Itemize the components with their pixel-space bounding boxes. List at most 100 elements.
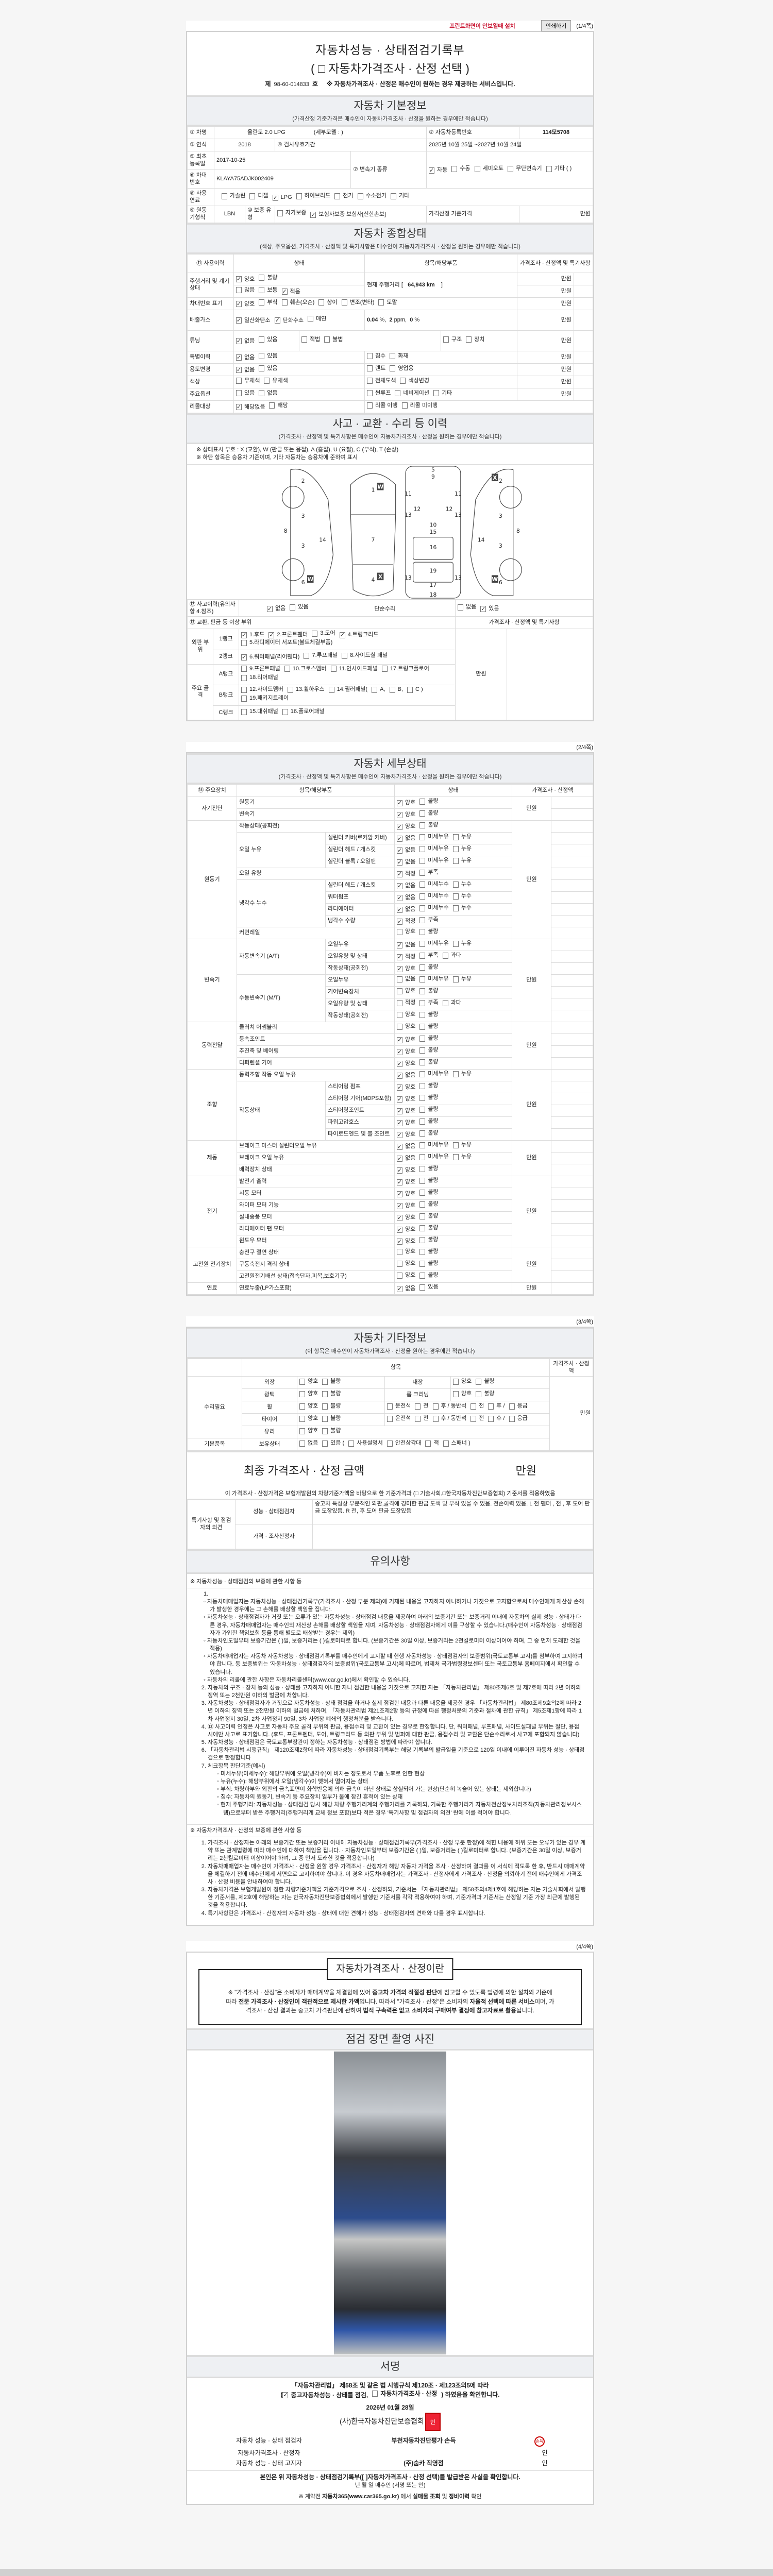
checkbox-icon[interactable] [277,210,283,216]
checkbox-option[interactable]: 없음 [397,1072,415,1079]
checkbox-option[interactable]: 누유 [452,940,472,947]
checkbox-icon[interactable] [304,653,310,659]
checkbox-option[interactable]: 불량 [419,1272,439,1279]
checkbox-option[interactable]: 5.라디에이터 서포트(볼트체결부품) [241,639,332,647]
checkbox-icon[interactable] [397,836,402,842]
checkbox-option[interactable]: 없음 [397,906,415,913]
checkbox-icon[interactable] [419,941,426,947]
checkbox-option[interactable]: 불량 [322,1415,341,1422]
checkbox-icon[interactable] [397,1203,402,1210]
checkbox-icon[interactable] [397,1239,402,1245]
checkbox-icon[interactable] [452,834,459,841]
checkbox-icon[interactable] [282,2392,289,2398]
checkbox-option[interactable]: 사용설명서 [348,1440,383,1447]
checkbox-option[interactable]: 해당 [269,402,288,410]
checkbox-option[interactable]: 많음 [236,287,255,294]
checkbox-icon[interactable] [397,824,402,831]
checkbox-icon[interactable] [236,338,242,345]
checkbox-icon[interactable] [419,1130,426,1137]
checkbox-icon[interactable] [397,1061,402,1067]
checkbox-option[interactable]: 불량 [419,798,439,805]
checkbox-option[interactable]: 미세누유 [419,1154,449,1161]
checkbox-icon[interactable] [241,675,247,682]
checkbox-icon[interactable] [419,846,426,853]
checkbox-icon[interactable] [419,1024,426,1030]
checkbox-icon[interactable] [419,1284,426,1291]
checkbox-option[interactable]: 전기 [334,193,354,200]
checkbox-option[interactable]: 썬루프 [367,390,391,397]
checkbox-option[interactable]: 불량 [419,822,439,829]
checkbox-option[interactable]: 6.쿼터패널(리어휀다) [241,654,299,661]
checkbox-icon[interactable] [397,1037,402,1044]
checkbox-option[interactable]: 양호 [397,1048,415,1056]
checkbox-icon[interactable] [452,1154,459,1161]
checkbox-option[interactable]: 없음 [397,847,415,854]
checkbox-option[interactable]: 양호 [397,1272,415,1279]
checkbox-icon[interactable] [241,632,247,639]
checkbox-icon[interactable] [419,1071,426,1078]
checkbox-icon[interactable] [390,193,396,199]
checkbox-icon[interactable] [301,336,307,343]
checkbox-option[interactable]: 양호 [299,1403,318,1410]
checkbox-option[interactable]: 화재 [390,353,409,360]
checkbox-option[interactable]: 불량 [419,1059,439,1066]
checkbox-option[interactable]: 운전석 [387,1403,411,1410]
checkbox-option[interactable]: 19.패키지트레이 [241,695,289,702]
checkbox-icon[interactable] [387,1403,393,1410]
checkbox-option[interactable]: 적정 [397,999,415,1007]
checkbox-option[interactable]: 적정 [397,871,415,878]
checkbox-option[interactable]: 세미오토 [474,165,503,173]
checkbox-option[interactable]: 전 [415,1403,429,1410]
checkbox-option[interactable]: 불량 [419,1106,439,1113]
checkbox-icon[interactable] [452,893,459,900]
checkbox-icon[interactable] [419,1095,426,1101]
checkbox-icon[interactable] [419,964,426,971]
checkbox-option[interactable]: 불량 [419,810,439,817]
checkbox-icon[interactable] [341,299,347,306]
checkbox-option[interactable]: 양호 [397,1226,415,1233]
checkbox-option[interactable]: 미세누유 [419,1071,449,1078]
checkbox-icon[interactable] [419,1201,426,1208]
print-button[interactable]: 인쇄하기 [541,20,572,31]
checkbox-icon[interactable] [452,882,459,888]
checkbox-option[interactable]: 누유 [452,857,472,865]
checkbox-icon[interactable] [397,1049,402,1056]
checkbox-icon[interactable] [381,666,388,672]
checkbox-icon[interactable] [419,1178,426,1184]
checkbox-option[interactable]: 변조(변타) [341,299,374,307]
checkbox-icon[interactable] [397,1144,402,1150]
checkbox-option[interactable]: 없음 [458,604,476,611]
checkbox-option[interactable]: 양호 [397,1023,415,1030]
checkbox-option[interactable]: LPG [272,194,292,201]
checkbox-option[interactable]: 미세누수 [419,881,449,888]
checkbox-option[interactable]: 양호 [397,1096,415,1103]
checkbox-option[interactable]: 기타 ( ) [546,165,572,173]
checkbox-icon[interactable] [452,1071,459,1078]
checkbox-option[interactable]: 미세누수 [419,893,449,900]
checkbox-icon[interactable] [470,1403,477,1410]
checkbox-option[interactable]: 양호 [453,1378,472,1385]
checkbox-option[interactable]: 없음 [397,1285,415,1293]
checkbox-option[interactable]: 없음 [397,835,415,842]
checkbox-icon[interactable] [400,378,406,384]
checkbox-icon[interactable] [281,289,288,295]
checkbox-icon[interactable] [452,1142,459,1149]
checkbox-option[interactable]: 미세누유 [419,940,449,947]
checkbox-option[interactable]: 없음 [259,390,278,397]
checkbox-option[interactable]: 없음 [397,1143,415,1150]
checkbox-icon[interactable] [419,953,426,959]
checkbox-option[interactable]: 양호 [453,1391,472,1398]
checkbox-option[interactable]: 양호 [299,1391,318,1398]
checkbox-icon[interactable] [397,1227,402,1233]
checkbox-option[interactable]: 불량 [419,1047,439,1054]
checkbox-option[interactable]: 부식 [259,299,278,307]
checkbox-option[interactable]: 무채색 [236,378,260,385]
checkbox-icon[interactable] [259,365,265,372]
checkbox-icon[interactable] [397,1249,402,1256]
checkbox-option[interactable]: 10.크로스멤버 [284,666,327,673]
checkbox-option[interactable]: 없음 [267,605,285,613]
checkbox-icon[interactable] [272,194,278,201]
checkbox-icon[interactable] [397,1273,402,1279]
checkbox-icon[interactable] [488,1416,494,1422]
checkbox-icon[interactable] [419,834,426,841]
